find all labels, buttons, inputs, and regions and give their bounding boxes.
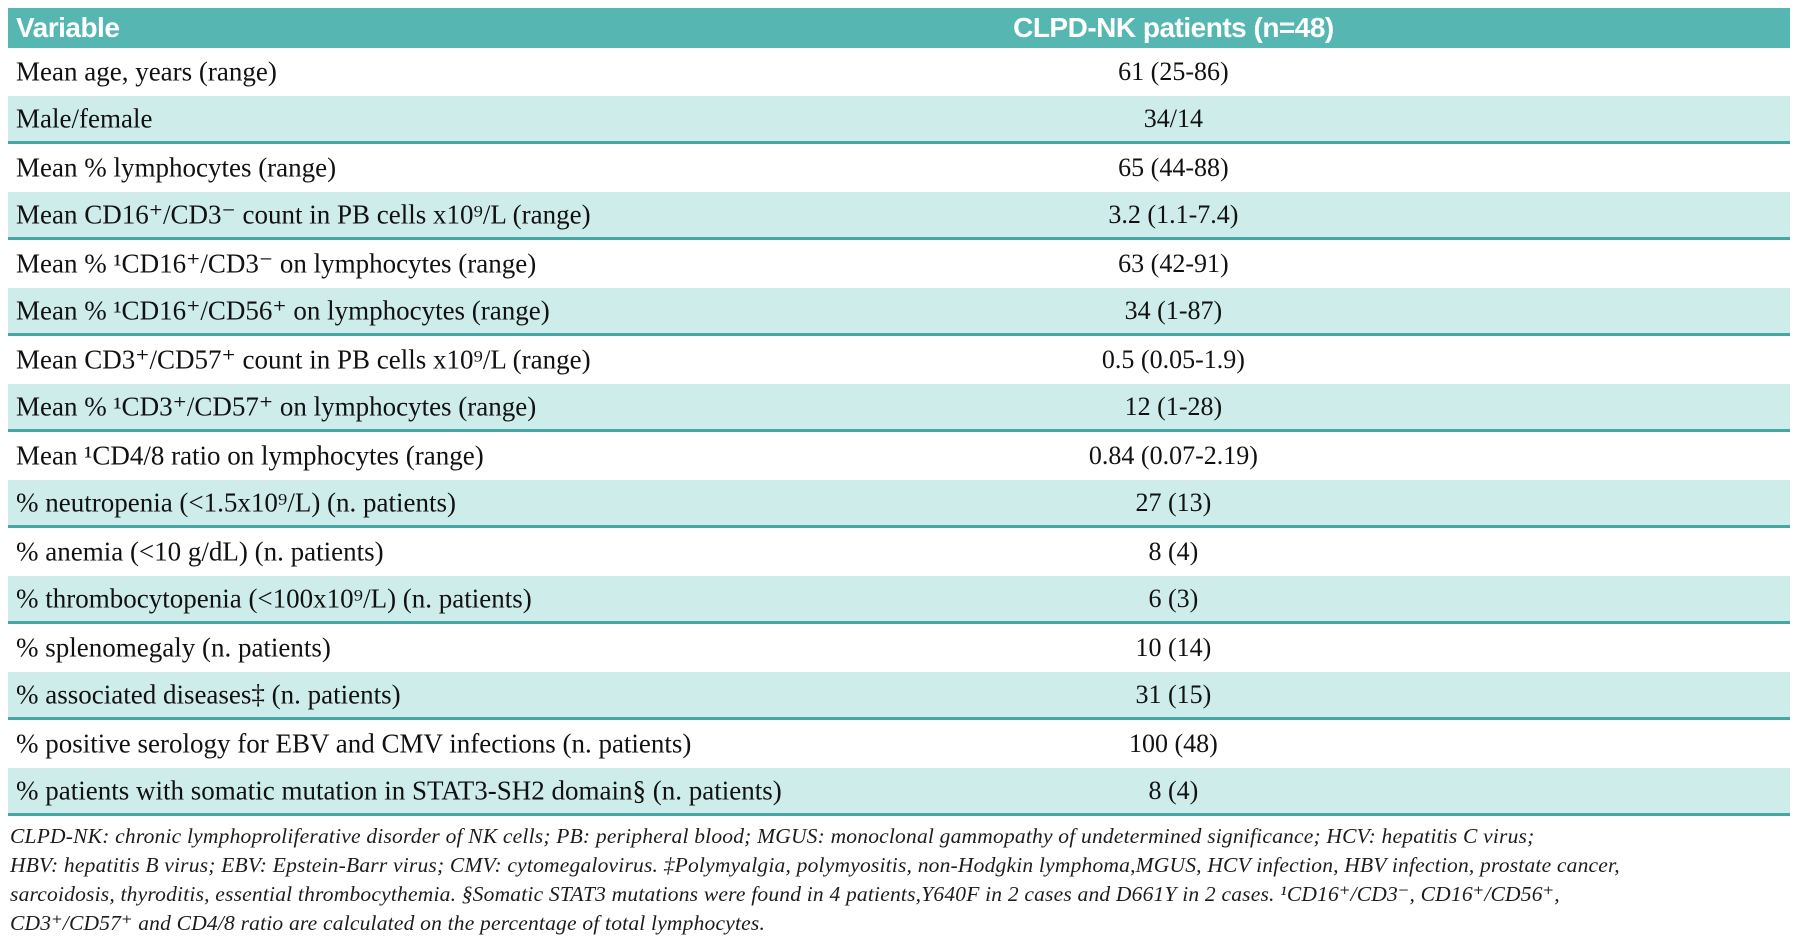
table-footnotes: CLPD-NK: chronic lymphoproliferative dis… (8, 816, 1790, 938)
row-variable-label: Mean ¹CD4/8 ratio on lymphocytes (range) (16, 440, 484, 471)
row-value: 34/14 (1143, 103, 1204, 133)
table-row: % anemia (<10 g/dL) (n. patients) 8 (4) (8, 528, 1790, 576)
row-variable-label: Mean age, years (range) (16, 56, 277, 87)
table-row: % thrombocytopenia (<100x10⁹/L) (n. pati… (8, 576, 1790, 624)
footnote-line-1: CLPD-NK: chronic lymphoproliferative dis… (10, 824, 1535, 848)
row-variable-label: Male/female (16, 103, 153, 133)
row-variable-label: % patients with somatic mutation in STAT… (16, 775, 782, 805)
row-variable-label: % thrombocytopenia (<100x10⁹/L) (n. pati… (16, 583, 532, 613)
row-value: 63 (42-91) (1118, 249, 1229, 278)
table-row: % neutropenia (<1.5x10⁹/L) (n. patients)… (8, 480, 1790, 528)
row-variable-label: % associated diseases‡ (n. patients) (16, 679, 401, 709)
row-value: 8 (4) (1148, 537, 1199, 566)
row-variable-label: Mean CD16⁺/CD3⁻ count in PB cells x10⁹/L… (16, 199, 591, 229)
row-value: 6 (3) (1148, 583, 1199, 613)
row-value: 3.2 (1.1-7.4) (1108, 199, 1239, 229)
row-variable-label: Mean % ¹CD16⁺/CD3⁻ on lymphocytes (range… (16, 248, 537, 279)
row-variable-label: % anemia (<10 g/dL) (n. patients) (16, 536, 384, 567)
footnote-line-2: HBV: hepatitis B virus; EBV: Epstein-Bar… (10, 853, 1620, 877)
row-variable-label: Mean % lymphocytes (range) (16, 152, 337, 183)
row-variable-label: Mean CD3⁺/CD57⁺ count in PB cells x10⁹/L… (16, 344, 591, 375)
table-row: Male/female 34/14 (8, 96, 1790, 144)
footnote-line-4: CD3⁺/CD57⁺ and CD4/8 ratio are calculate… (10, 911, 766, 935)
column-header-clpd-nk-patients: CLPD-NK patients (n=48) (1013, 12, 1334, 43)
row-value: 10 (14) (1135, 633, 1212, 662)
patient-characteristics-table: Variable CLPD-NK patients (n=48) Mean ag… (8, 8, 1790, 938)
row-variable-label: Mean % ¹CD3⁺/CD57⁺ on lymphocytes (range… (16, 391, 537, 421)
table-row: Mean CD3⁺/CD57⁺ count in PB cells x10⁹/L… (8, 336, 1790, 384)
table-row: Mean % ¹CD16⁺/CD56⁺ on lymphocytes (rang… (8, 288, 1790, 336)
table-body: Mean age, years (range) 61 (25-86) Male/… (8, 48, 1790, 816)
table-row: Mean % ¹CD3⁺/CD57⁺ on lymphocytes (range… (8, 384, 1790, 432)
table-row: % splenomegaly (n. patients) 10 (14) (8, 624, 1790, 672)
table-row: Mean CD16⁺/CD3⁻ count in PB cells x10⁹/L… (8, 192, 1790, 240)
row-value: 34 (1-87) (1124, 295, 1223, 325)
footnote-line-3: sarcoidosis, thyroditis, essential throm… (10, 882, 1560, 906)
row-variable-label: Mean % ¹CD16⁺/CD56⁺ on lymphocytes (rang… (16, 295, 550, 325)
row-value: 61 (25-86) (1118, 57, 1229, 86)
row-value: 27 (13) (1135, 487, 1212, 517)
table-row: % positive serology for EBV and CMV infe… (8, 720, 1790, 768)
table-header-row: Variable CLPD-NK patients (n=48) (8, 8, 1790, 48)
row-value: 31 (15) (1135, 679, 1212, 709)
row-variable-label: % splenomegaly (n. patients) (16, 632, 331, 663)
table-row: Mean ¹CD4/8 ratio on lymphocytes (range)… (8, 432, 1790, 480)
table-row: % patients with somatic mutation in STAT… (8, 768, 1790, 816)
row-value: 12 (1-28) (1124, 391, 1223, 421)
table-row: Mean % ¹CD16⁺/CD3⁻ on lymphocytes (range… (8, 240, 1790, 288)
row-variable-label: % positive serology for EBV and CMV infe… (16, 728, 692, 759)
row-value: 8 (4) (1148, 775, 1199, 805)
row-value: 0.84 (0.07-2.19) (1088, 441, 1258, 470)
row-value: 0.5 (0.05-1.9) (1101, 345, 1245, 374)
row-value: 100 (48) (1129, 729, 1218, 758)
column-header-variable: Variable (16, 12, 120, 43)
row-value: 65 (44-88) (1118, 153, 1229, 182)
table-row: % associated diseases‡ (n. patients) 31 … (8, 672, 1790, 720)
table-row: Mean age, years (range) 61 (25-86) (8, 48, 1790, 96)
table-row: Mean % lymphocytes (range) 65 (44-88) (8, 144, 1790, 192)
row-variable-label: % neutropenia (<1.5x10⁹/L) (n. patients) (16, 487, 457, 517)
